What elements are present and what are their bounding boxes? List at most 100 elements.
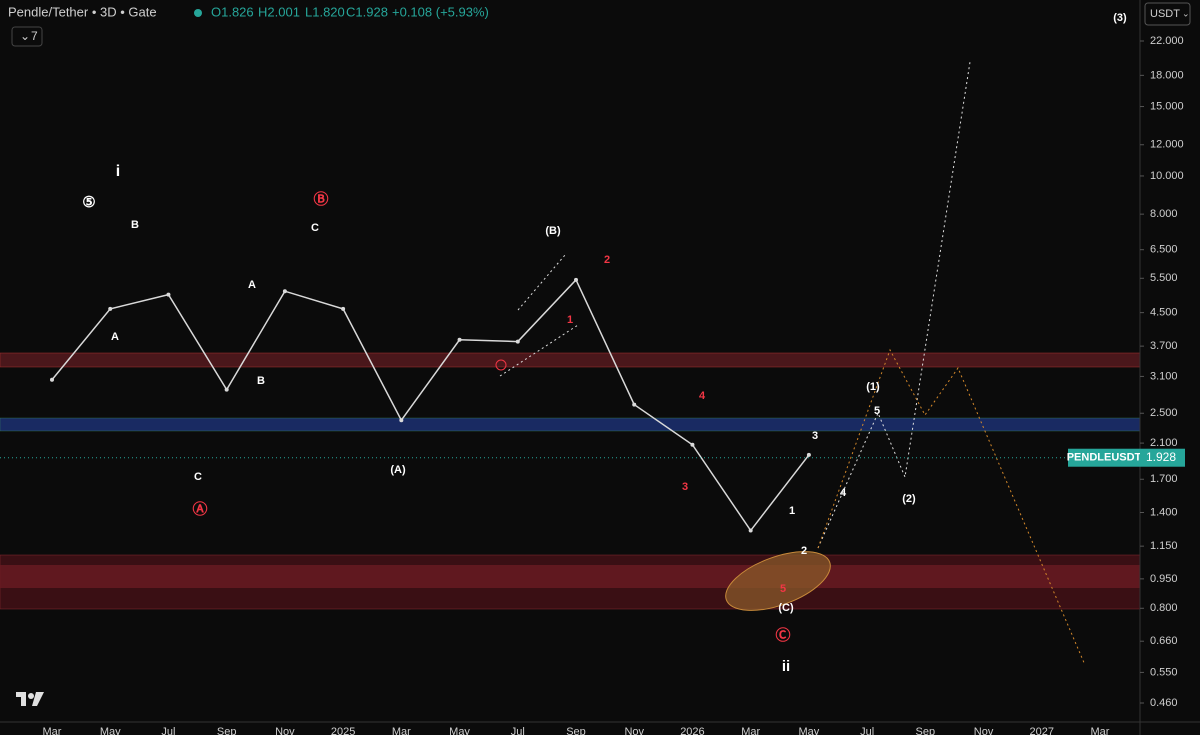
- wave-label: 5: [780, 583, 786, 595]
- projection-path: [817, 348, 1086, 666]
- currency-chevron: ⌄: [1182, 8, 1190, 18]
- wave-label: Ⓐ: [192, 500, 207, 518]
- wedge-line: [499, 324, 579, 377]
- wave-label: C: [194, 471, 202, 483]
- wave-label: (A): [390, 464, 406, 476]
- y-tick-label: 12.000: [1150, 139, 1184, 151]
- wave-label: (3): [1113, 12, 1127, 24]
- wave-label: (2): [902, 493, 916, 505]
- currency: USDT: [1150, 8, 1180, 20]
- marker: [495, 359, 507, 371]
- wave-label: 1: [789, 505, 795, 517]
- x-tick-label: Sep: [566, 726, 586, 735]
- y-tick-label: 8.000: [1150, 208, 1178, 220]
- y-tick-label: 6.500: [1150, 244, 1178, 256]
- y-tick-label: 10.000: [1150, 170, 1184, 182]
- x-tick-label: May: [449, 726, 470, 735]
- wave-label: (1): [866, 381, 880, 393]
- wave-label: 2: [801, 545, 807, 557]
- y-tick-label: 2.500: [1150, 407, 1178, 419]
- wave-label: ii: [782, 658, 790, 675]
- wave-label: 2: [604, 254, 610, 266]
- wave-label: Ⓒ: [775, 626, 790, 644]
- wave-label: B: [257, 375, 265, 387]
- ohlc-close: C1.928: [346, 4, 388, 19]
- wave-label: i: [116, 163, 120, 180]
- ohlc-high: H2.001: [258, 4, 300, 19]
- indicator-count: 7: [31, 29, 38, 43]
- wedge-line: [517, 254, 566, 311]
- x-tick-label: Sep: [217, 726, 237, 735]
- x-tick-label: Jul: [511, 726, 525, 735]
- symbol-title: Pendle/Tether • 3D • Gate: [8, 4, 157, 19]
- currency-button[interactable]: [1144, 2, 1191, 26]
- price-point: [690, 442, 695, 447]
- price-point: [108, 306, 113, 311]
- price-point: [224, 387, 229, 392]
- wave-label: 3: [812, 430, 818, 442]
- price-point: [50, 377, 54, 382]
- wave-label: B: [131, 219, 139, 231]
- x-tick-label: Mar: [392, 726, 411, 735]
- y-tick-label: 1.700: [1150, 473, 1178, 485]
- pivot-zone: [0, 417, 1141, 432]
- y-tick-label: 3.700: [1150, 340, 1178, 352]
- indicators-chevron: ⌄: [20, 29, 30, 43]
- bottom-highlight: [725, 551, 831, 611]
- x-tick-label: Mar: [43, 726, 62, 735]
- wave-label: C: [311, 222, 319, 234]
- ohlc-low: L1.820: [305, 4, 345, 19]
- price-point: [457, 337, 462, 342]
- x-tick-label: Nov: [624, 726, 644, 735]
- indicators-toggle[interactable]: [11, 26, 43, 47]
- tv-logo: [16, 692, 44, 706]
- price-tag-label: 1.928: [1146, 450, 1176, 464]
- x-tick-label: 2026: [680, 726, 704, 735]
- y-tick-label: 0.550: [1150, 666, 1178, 678]
- wave-label: A: [248, 279, 256, 291]
- x-tick-label: Nov: [275, 726, 295, 735]
- wave-label: (C): [778, 602, 794, 614]
- x-tick-label: Jul: [860, 726, 874, 735]
- price-point: [632, 402, 637, 407]
- price-point: [341, 306, 346, 311]
- x-tick-label: Mar: [741, 726, 760, 735]
- wave-label: 3: [682, 481, 688, 493]
- y-tick-label: 0.460: [1150, 697, 1178, 709]
- price-point: [748, 528, 753, 533]
- x-tick-label: Nov: [974, 726, 994, 735]
- symbol-tag-label: PENDLEUSDT: [1067, 452, 1142, 464]
- x-tick-label: Sep: [916, 726, 936, 735]
- x-tick-label: May: [100, 726, 121, 735]
- price-tag: [1140, 448, 1185, 467]
- status-dot: [194, 9, 202, 17]
- price-point: [515, 339, 520, 344]
- wave-label: ⑤: [82, 194, 95, 211]
- price-point: [399, 418, 404, 423]
- y-tick-label: 0.950: [1150, 573, 1178, 585]
- y-tick-label: 1.150: [1150, 540, 1178, 552]
- y-tick-label: 4.500: [1150, 307, 1178, 319]
- wave-label: 4: [840, 487, 847, 499]
- support-core: [0, 565, 1140, 588]
- y-tick-label: 3.100: [1150, 370, 1178, 382]
- price-point: [574, 277, 578, 282]
- price-point: [166, 292, 171, 297]
- y-tick-label: 18.000: [1150, 69, 1184, 81]
- price-line: [51, 278, 810, 532]
- y-tick-label: 1.400: [1150, 506, 1178, 518]
- wave-label: Ⓑ: [313, 190, 328, 208]
- y-tick-label: 0.800: [1150, 602, 1178, 614]
- wave-label: 5: [874, 405, 880, 417]
- x-tick-label: Jul: [161, 726, 175, 735]
- y-tick-label: 22.000: [1150, 35, 1184, 47]
- x-tick-label: Mar: [1091, 726, 1110, 735]
- wave-label: 1: [567, 314, 573, 326]
- resistance-zone: [0, 352, 1141, 368]
- wave-label: (B): [545, 225, 561, 237]
- y-tick-label: 5.500: [1150, 272, 1178, 284]
- y-tick-label: 2.100: [1150, 437, 1178, 449]
- wave-label: A: [111, 331, 119, 343]
